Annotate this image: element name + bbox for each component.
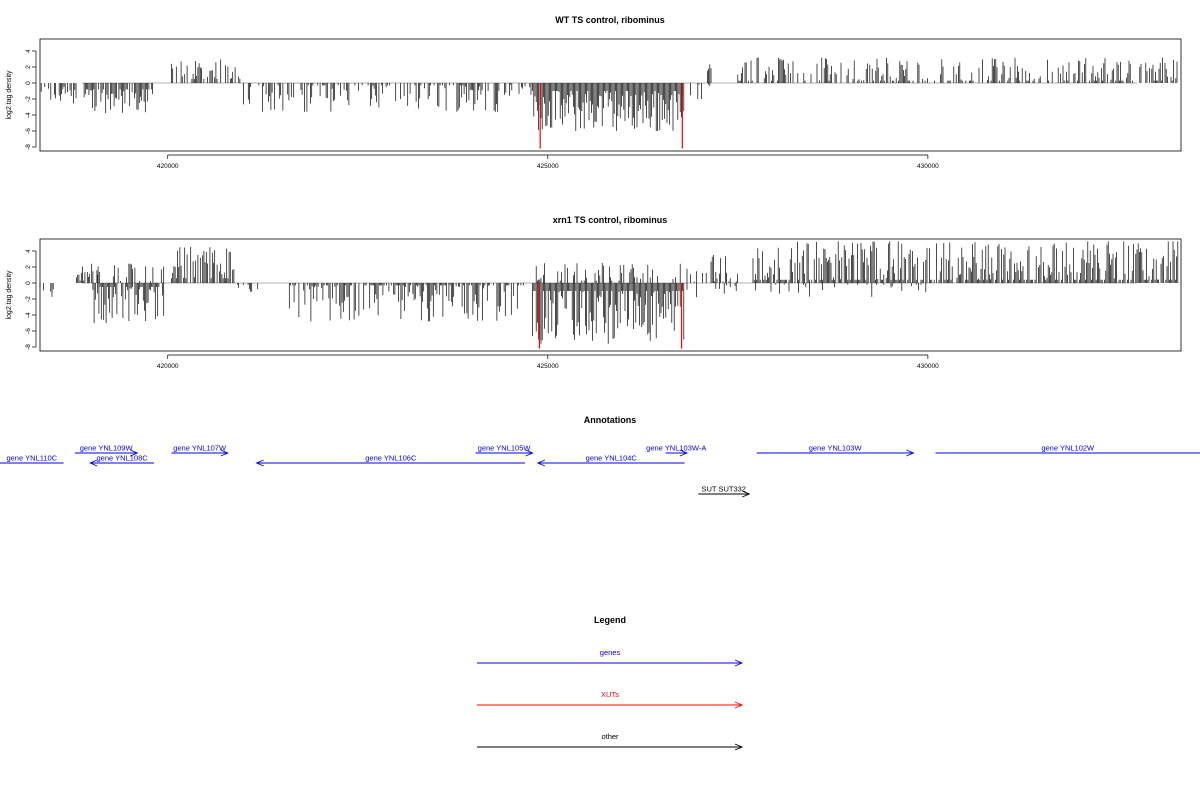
arrow-head [130,449,139,457]
y-tick-label: -4 [25,112,32,118]
annotation-feature: gene YNL109W [74,444,139,457]
legend-label: XUTs [601,690,619,699]
feature-label: SUT SUT332 [702,485,746,494]
xrn1-track-plot-frame [39,238,1182,352]
annotations-title: Annotations [584,415,637,425]
annotation-feature: gene YNL102W [935,444,1200,454]
x-tick-label: 420000 [157,163,179,170]
annotation-feature: gene YNL108C [89,454,155,467]
feature-label: gene YNL104C [586,454,638,463]
y-tick-label: -6 [25,328,32,334]
legend-arrow-head [734,743,744,751]
feature-label: gene YNL108C [97,454,149,463]
x-tick-label: 425000 [537,163,559,170]
legend-item: XUTs [477,690,744,709]
xrn1-track-y-label: log2 tag density [6,270,13,320]
legend-label: genes [600,648,621,657]
annotation-feature: gene YNL103W-A [646,444,706,457]
legend-items: genes XUTs other [477,648,744,751]
annotation-feature: gene YNL103W [756,444,915,457]
arrow-head [89,459,98,467]
feature-label: gene YNL109W [80,444,134,453]
arrow-head [906,449,915,457]
wt-track-plot-frame [39,38,1182,152]
wt-track-y-label: log2 tag density [6,70,13,120]
y-tick-label: -6 [25,128,32,134]
annotation-feature: gene YNL107W [171,444,229,457]
feature-label: gene YNL110C [6,454,57,463]
y-tick-label: -8 [25,344,32,350]
wt-track-title: WT TS control, ribominus [555,15,665,25]
arrow-head [525,449,534,457]
annotation-feature: gene YNL110C [0,454,64,464]
legend-label: other [601,732,619,741]
legend-item: other [477,732,744,751]
arrow-head [742,490,751,498]
y-tick-label: 0 [25,81,32,85]
legend-item: genes [477,648,744,667]
feature-label: gene YNL103W-A [646,444,706,453]
x-tick-label: 420000 [157,363,179,370]
feature-label: gene YNL106C [365,454,417,463]
xrn1-track-bars [39,241,1179,349]
legend-arrow-head [734,659,744,667]
annotation-feature: gene YNL104C [536,454,685,467]
xrn1-track-x-axis: 420000 425000 430000 [157,354,939,370]
y-tick-label: 4 [25,249,32,253]
wt-track-bars [40,57,1178,149]
feature-label: gene YNL103W [809,444,863,453]
wt-track-x-axis: 420000 425000 430000 [157,154,939,170]
y-tick-label: 2 [25,65,32,69]
legend-panel: Legend genes XUTs other [477,615,744,751]
y-tick-label: 2 [25,265,32,269]
y-tick-label: -2 [25,296,32,302]
arrow-head [255,459,264,467]
y-tick-label: 0 [25,281,32,285]
feature-label: gene YNL105W [478,444,532,453]
feature-label: gene YNL102W [1041,444,1095,453]
xrn1-track-panel: xrn1 TS control, ribominus 420000 425000 4… [6,215,1182,370]
annotation-feature: gene YNL106C [255,454,525,467]
x-tick-label: 425000 [537,363,559,370]
x-tick-label: 430000 [917,363,939,370]
arrow-head [679,449,689,457]
y-tick-label: -2 [25,96,32,102]
legend-arrow-head [734,701,744,709]
arrow-head [220,449,229,457]
y-tick-label: -4 [25,312,32,318]
xrn1-track-y-axis: -8 -6 -4 -2 0 2 4 [25,249,37,350]
wt-track-panel: WT TS control, ribominus 420000 425000 430… [6,15,1182,170]
annotation-feature: gene YNL105W [475,444,534,457]
arrow-head [536,459,546,467]
xrn1-track-title: xrn1 TS control, ribominus [553,215,668,225]
wt-track-y-axis: -8 -6 -4 -2 0 2 4 [25,49,37,150]
feature-label: gene YNL107W [173,444,227,453]
y-tick-label: 4 [25,49,32,53]
legend-title: Legend [594,615,626,625]
y-tick-label: -8 [25,144,32,150]
x-tick-label: 430000 [917,163,939,170]
annotation-feature: SUT SUT332 [698,485,751,498]
